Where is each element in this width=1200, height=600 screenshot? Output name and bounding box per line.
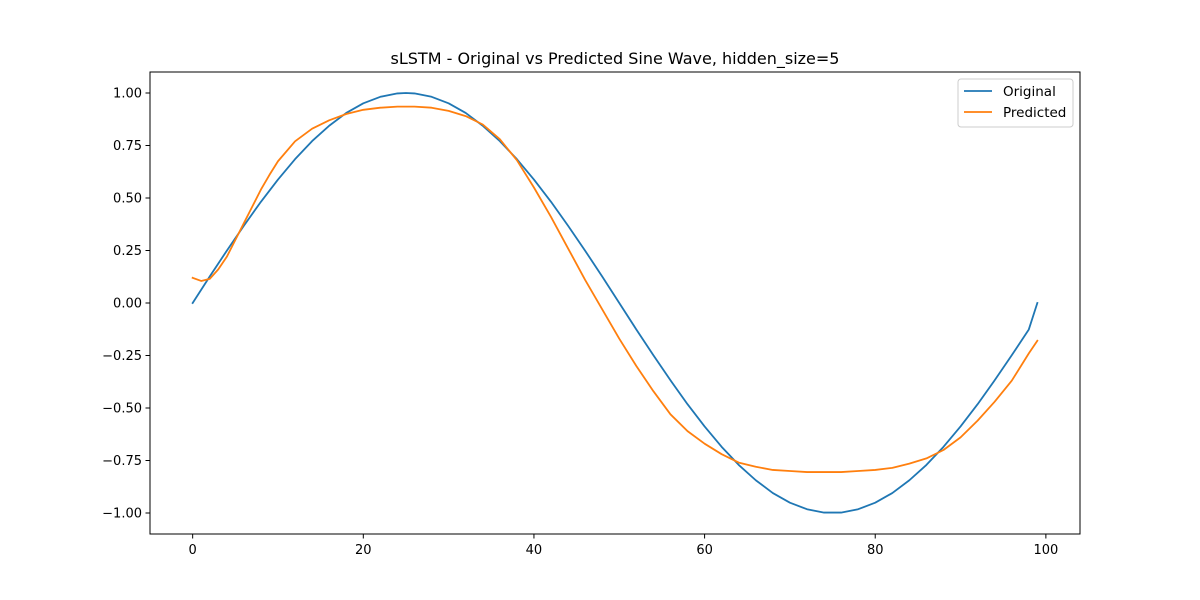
y-axis: 1.00 0.75 0.50 0.25 0.00 −0.25 −0.50 −0.75 −1.00 <box>102 87 150 522</box>
series-line-original <box>191 92 1039 514</box>
x-tick-label: 60 <box>696 543 713 558</box>
x-tick-label: 80 <box>867 543 884 558</box>
y-tick-label: −0.25 <box>102 349 142 364</box>
x-tick-label: 20 <box>355 543 372 558</box>
y-tick-label: −1.00 <box>102 507 142 522</box>
y-tick-label: −0.75 <box>102 454 142 469</box>
chart-title: sLSTM - Original vs Predicted Sine Wave,… <box>391 49 840 69</box>
y-tick-label: 1.00 <box>113 87 142 102</box>
x-axis: 0 20 40 60 80 100 <box>189 534 1058 558</box>
y-tick-label: 0.00 <box>113 297 142 312</box>
legend-label-predicted: Predicted <box>1003 105 1066 121</box>
y-tick-label: 0.50 <box>113 192 142 207</box>
legend-label-original: Original <box>1003 84 1056 100</box>
legend: Original Predicted <box>957 78 1074 128</box>
y-tick-label: 0.25 <box>113 244 142 259</box>
y-tick-label: −0.50 <box>102 402 142 417</box>
x-tick-label: 40 <box>526 543 543 558</box>
y-tick-label: 0.75 <box>113 139 142 154</box>
series-layer <box>191 92 1039 514</box>
series-line-predicted <box>191 105 1039 473</box>
x-tick-label: 100 <box>1033 543 1058 558</box>
x-tick-label: 0 <box>189 543 197 558</box>
